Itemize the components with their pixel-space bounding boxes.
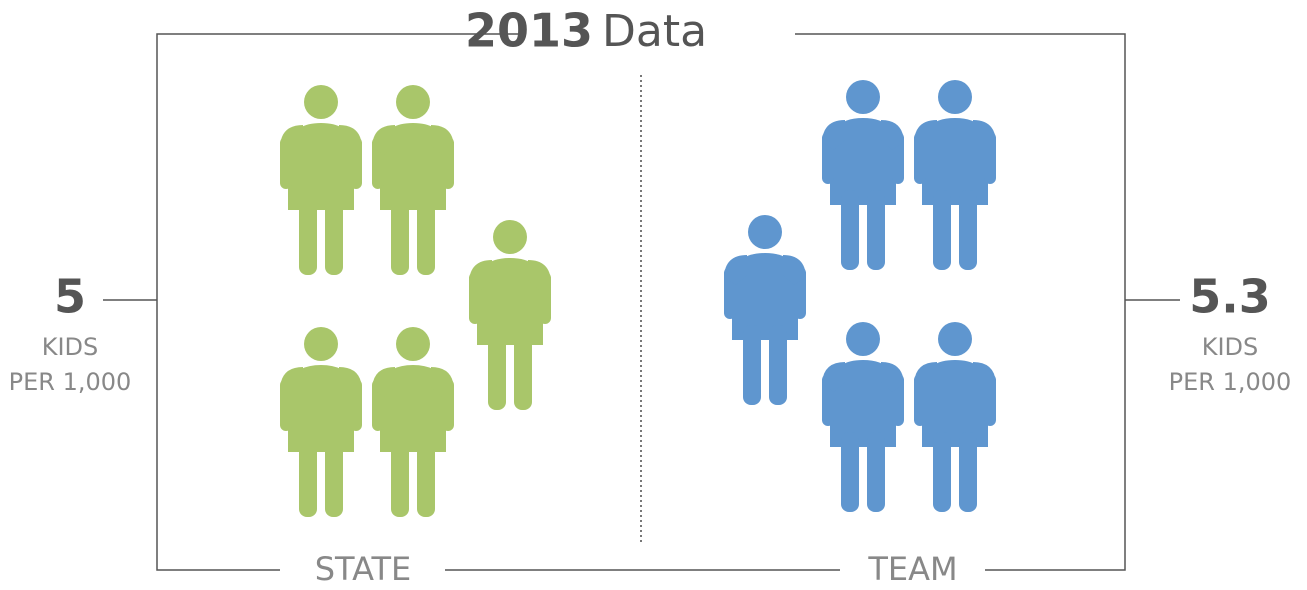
person-icon (822, 322, 904, 512)
icon-head (846, 80, 880, 114)
icon-arm-join (280, 125, 362, 155)
icon-torso (477, 258, 543, 345)
icon-head (748, 215, 782, 249)
value-label: 5 (54, 270, 86, 324)
person-icon (280, 327, 362, 517)
icon-head (493, 220, 527, 254)
icon-head (304, 327, 338, 361)
icon-leg (299, 437, 317, 517)
icon-head (1030, 215, 1064, 249)
category-label: STATE (315, 550, 412, 588)
icon-torso (830, 360, 896, 447)
unit-label: KIDS (1202, 333, 1259, 361)
icon-torso (830, 118, 896, 205)
icon-torso (380, 365, 446, 452)
icon-arm-join (724, 255, 806, 285)
person-icon (372, 327, 454, 517)
icon-leg (1051, 325, 1069, 405)
icon-torso (922, 360, 988, 447)
icon-leg (391, 195, 409, 275)
icon-torso (922, 118, 988, 205)
person-icon (914, 322, 996, 512)
icon-leg (959, 190, 977, 270)
icon-leg (391, 437, 409, 517)
icon-leg (841, 190, 859, 270)
icon-leg (743, 325, 761, 405)
category-label: TEAM (867, 550, 957, 588)
icon-head (938, 80, 972, 114)
icon-leg (417, 437, 435, 517)
icon-arm-join (822, 362, 904, 392)
icon-leg (325, 437, 343, 517)
icon-leg (933, 432, 951, 512)
icon-leg (841, 432, 859, 512)
icon-arm (1076, 267, 1088, 319)
pictogram-group (724, 80, 1088, 512)
icon-torso (1014, 253, 1080, 340)
icon-leg (488, 330, 506, 410)
icon-leg (867, 190, 885, 270)
icon-head (938, 322, 972, 356)
icon-arm (1006, 267, 1018, 319)
person-icon (822, 80, 904, 270)
icon-leg (417, 195, 435, 275)
icon-head (846, 322, 880, 356)
person-icon (372, 85, 454, 275)
icon-leg (325, 195, 343, 275)
icon-leg (1025, 325, 1043, 405)
frame (156, 33, 520, 571)
icon-leg (959, 432, 977, 512)
unit-label: KIDS (42, 333, 99, 361)
icon-arm-join (914, 362, 996, 392)
icon-torso (732, 253, 798, 340)
icon-head (396, 327, 430, 361)
icon-arm-join (822, 120, 904, 150)
person-icon (469, 220, 551, 410)
icon-leg (514, 330, 532, 410)
pictogram-group (280, 85, 551, 517)
icon-arm-join (372, 367, 454, 397)
frame (795, 33, 1126, 571)
person-icon (280, 85, 362, 275)
icon-arm-join (1006, 255, 1088, 285)
icon-arm-join (280, 367, 362, 397)
icon-arm-join (914, 120, 996, 150)
value-label: 5.3 (1189, 270, 1271, 324)
person-icon (724, 215, 806, 405)
icon-leg (867, 432, 885, 512)
person-icon (1006, 215, 1088, 405)
icon-torso (288, 365, 354, 452)
icon-head (304, 85, 338, 119)
icon-head (396, 85, 430, 119)
icon-leg (299, 195, 317, 275)
icon-leg (769, 325, 787, 405)
unit-label: PER 1,000 (9, 368, 132, 396)
unit-label: PER 1,000 (1169, 368, 1292, 396)
person-icon (914, 80, 996, 270)
icon-arm-join (469, 260, 551, 290)
icon-arm-join (372, 125, 454, 155)
icon-leg (933, 190, 951, 270)
icon-torso (288, 123, 354, 210)
title-number: 2013 (465, 4, 593, 58)
title-text: Data (602, 6, 707, 57)
icon-torso (380, 123, 446, 210)
